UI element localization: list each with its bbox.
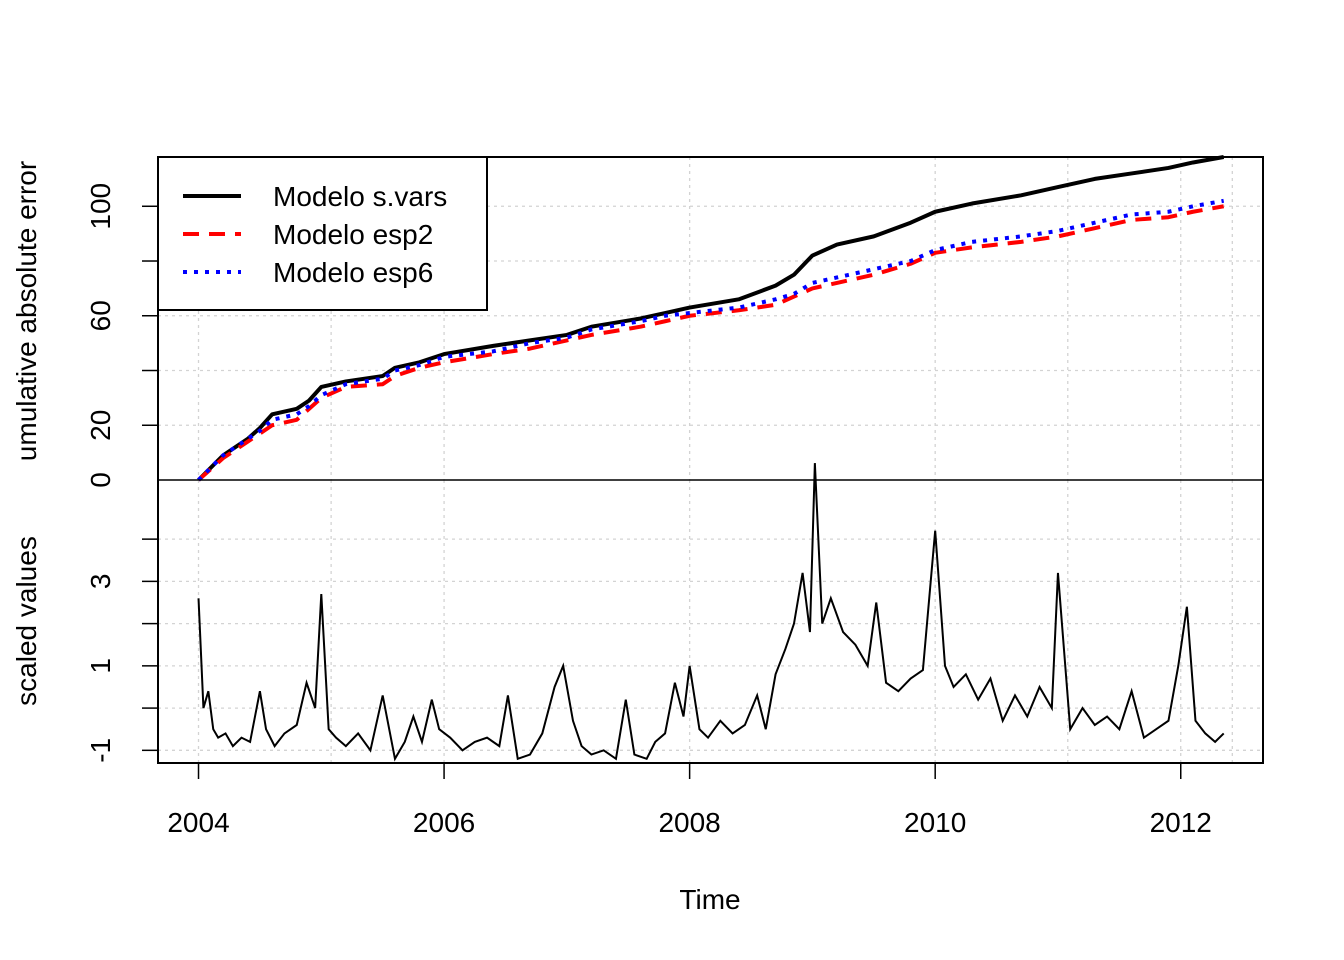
x-tick-label: 2012 [1150, 807, 1212, 838]
y-axis-title-top: umulative absolute error [11, 161, 42, 461]
y-axis-top: 0 20 60 100 [85, 183, 158, 488]
y-tick-label: 60 [85, 300, 116, 331]
x-axis: 2004 2006 2008 2010 2012 [167, 762, 1233, 838]
y-tick-label: 20 [85, 410, 116, 441]
x-axis-title: Time [679, 884, 740, 915]
y-tick-label: 100 [85, 183, 116, 230]
y-tick-label: -1 [85, 738, 116, 763]
x-tick-label: 2008 [658, 807, 720, 838]
y-tick-label: 1 [85, 658, 116, 674]
x-tick-label: 2006 [413, 807, 475, 838]
series-line-modelo-esp6 [197, 198, 1225, 482]
legend: Modelo s.vars Modelo esp2 Modelo esp6 [157, 156, 488, 311]
y-axis-bottom: -1 1 3 [85, 538, 158, 763]
series-line-modelo-s-vars [197, 155, 1225, 482]
series-line-modelo-esp2 [197, 204, 1225, 482]
y-tick-label: 3 [85, 574, 116, 590]
series-top [197, 155, 1225, 482]
y-tick-label: 0 [85, 472, 116, 488]
x-tick-label: 2004 [167, 807, 229, 838]
legend-label-s-vars: Modelo s.vars [273, 181, 447, 212]
series-bottom [197, 463, 1225, 762]
legend-label-esp6: Modelo esp6 [273, 257, 433, 288]
legend-label-esp2: Modelo esp2 [273, 219, 433, 250]
x-tick-label: 2010 [904, 807, 966, 838]
grid-bottom [158, 480, 1263, 763]
series-line-scaled-values [197, 463, 1225, 762]
y-axis-title-bottom: scaled values [11, 536, 42, 706]
